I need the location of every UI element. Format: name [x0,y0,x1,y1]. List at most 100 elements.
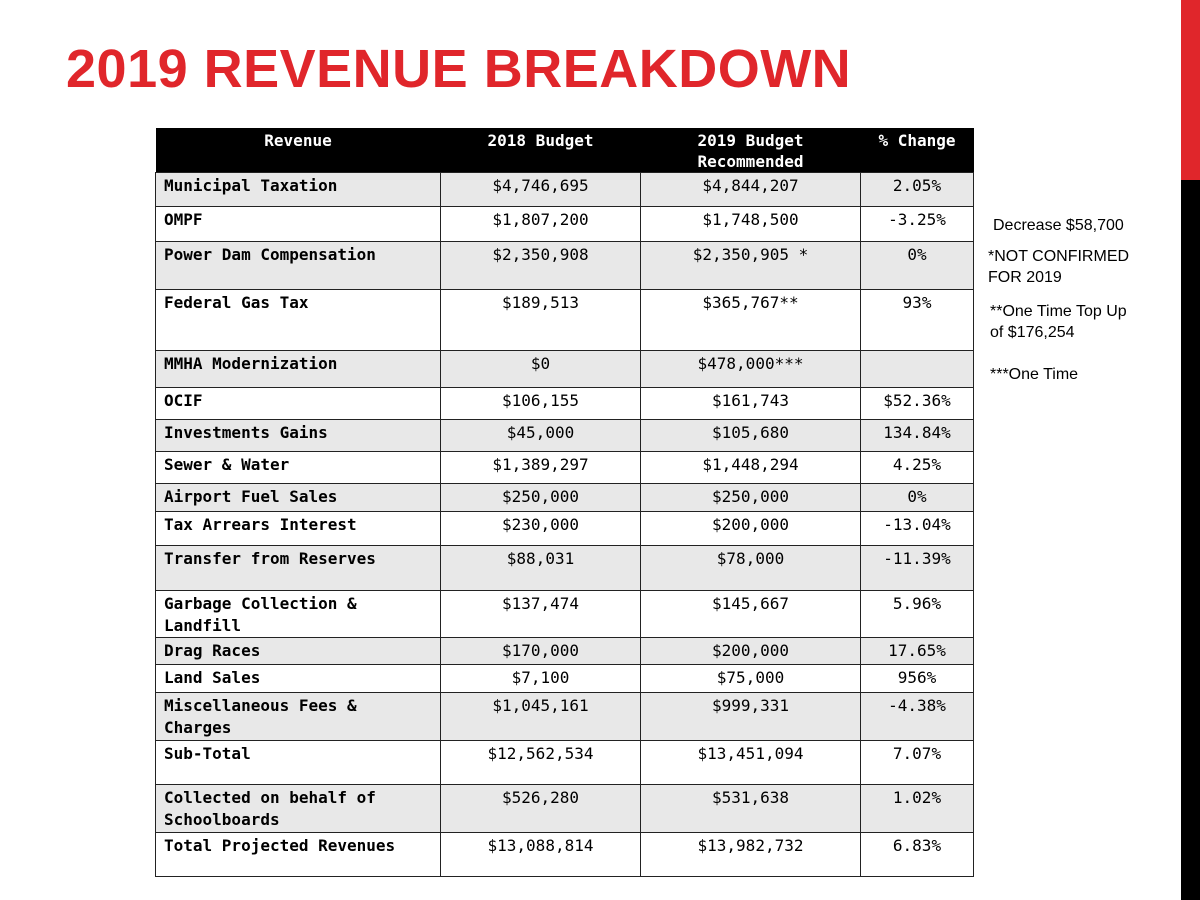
table-cell: $75,000 [640,664,861,693]
row-label: Collected on behalf of Schoolboards [155,784,441,833]
table-cell: $999,331 [640,692,861,741]
note: **One Time Top Up of $176,254 [990,301,1127,343]
header-row: Revenue 2018 Budget 2019 Budget Recommende… [155,128,974,173]
row-label: Land Sales [155,664,441,693]
row-label: Power Dam Compensation [155,241,441,290]
table-cell: -4.38% [860,692,974,741]
row-label: Municipal Taxation [155,172,441,207]
table-cell: $145,667 [640,590,861,638]
table-cell: $2,350,905 * [640,241,861,290]
table-cell: $52.36% [860,387,974,420]
column-header: 2018 Budget [440,128,641,173]
table-cell: -3.25% [860,206,974,242]
note: *NOT CONFIRMED FOR 2019 [988,246,1129,288]
slide-title: 2019 REVENUE BREAKDOWN [66,39,852,99]
row-label: MMHA Modernization [155,350,441,388]
table-cell [860,350,974,388]
note: Decrease $58,700 [993,215,1124,236]
table-cell: $365,767** [640,289,861,351]
table-cell: 0% [860,241,974,290]
column-header: % Change [860,128,974,173]
table-cell: 4.25% [860,451,974,484]
row-label: Tax Arrears Interest [155,511,441,546]
table-cell: $250,000 [440,483,641,512]
table-cell: $4,844,207 [640,172,861,207]
column-header: 2019 Budget Recommended [640,128,861,173]
table-cell: $1,045,161 [440,692,641,741]
table-cell: $13,451,094 [640,740,861,785]
table-cell: $7,100 [440,664,641,693]
table-cell: $137,474 [440,590,641,638]
table-cell: 6.83% [860,832,974,877]
table-row: Tax Arrears Interest $230,000 $200,000 -13.… [155,511,974,546]
table-row: Total Projected Revenues $13,088,814 $13,9… [155,832,974,877]
side-bar [1181,180,1200,900]
table-cell: 134.84% [860,419,974,452]
note-line: **One Time Top Up [990,303,1127,320]
table-row: Airport Fuel Sales $250,000 $250,000 0% [155,483,974,512]
row-label: Transfer from Reserves [155,545,441,591]
table-row: Miscellaneous Fees & Charges $1,045,161 $9… [155,692,974,741]
table-cell: $531,638 [640,784,861,833]
table-row: Power Dam Compensation $2,350,908 $2,350,9… [155,241,974,290]
row-label: Federal Gas Tax [155,289,441,351]
row-label: Investments Gains [155,419,441,452]
row-label: Sub-Total [155,740,441,785]
table-row: OCIF $106,155 $161,743 $52.36% [155,387,974,420]
table-row: Drag Races $170,000 $200,000 17.65% [155,637,974,665]
row-label: Drag Races [155,637,441,665]
table-cell: 7.07% [860,740,974,785]
table-cell: $13,088,814 [440,832,641,877]
table-cell: $161,743 [640,387,861,420]
table-row: Transfer from Reserves $88,031 $78,000 -11.… [155,545,974,591]
table-row: Sewer & Water $1,389,297 $1,448,294 4.25% [155,451,974,484]
table-cell: 93% [860,289,974,351]
table-cell: -11.39% [860,545,974,591]
row-label: Sewer & Water [155,451,441,484]
table-cell: $78,000 [640,545,861,591]
note-line: Decrease $58,700 [993,217,1124,234]
table-cell: $200,000 [640,511,861,546]
accent-bar [1181,0,1200,180]
row-label: Total Projected Revenues [155,832,441,877]
table-cell: $45,000 [440,419,641,452]
row-label: Garbage Collection & Landfill [155,590,441,638]
table-cell: $4,746,695 [440,172,641,207]
table-cell: $230,000 [440,511,641,546]
table-cell: $12,562,534 [440,740,641,785]
table-cell: $478,000*** [640,350,861,388]
table-cell: $526,280 [440,784,641,833]
table-cell: $13,982,732 [640,832,861,877]
table-cell: $189,513 [440,289,641,351]
table-cell: $2,350,908 [440,241,641,290]
column-header: Revenue [155,128,441,173]
table-cell: $170,000 [440,637,641,665]
table-row: Garbage Collection & Landfill $137,474 $14… [155,590,974,638]
table-cell: $200,000 [640,637,861,665]
table-cell: $1,807,200 [440,206,641,242]
table-cell: $106,155 [440,387,641,420]
table-row: Land Sales $7,100 $75,000 956% [155,664,974,693]
table-row: OMPF $1,807,200 $1,748,500 -3.25% [155,206,974,242]
table-cell: 956% [860,664,974,693]
table-row: Federal Gas Tax $189,513 $365,767** 93% [155,289,974,351]
table-cell: 17.65% [860,637,974,665]
table-cell: -13.04% [860,511,974,546]
table-cell: 1.02% [860,784,974,833]
row-label: Miscellaneous Fees & Charges [155,692,441,741]
table-cell: $1,389,297 [440,451,641,484]
row-label: OCIF [155,387,441,420]
table-cell: 5.96% [860,590,974,638]
table-cell: $88,031 [440,545,641,591]
table-cell: 0% [860,483,974,512]
note-line: FOR 2019 [988,269,1062,286]
table-row: Municipal Taxation $4,746,695 $4,844,207 2.… [155,172,974,207]
table-row: Collected on behalf of Schoolboards $526,… [155,784,974,833]
note-line: *NOT CONFIRMED [988,248,1130,265]
note-line: of $176,254 [990,324,1075,341]
revenue-table: Revenue 2018 Budget 2019 Budget Recommende… [155,128,974,877]
note: ***One Time [990,364,1078,385]
row-label: Airport Fuel Sales [155,483,441,512]
note-line: ***One Time [990,366,1079,383]
